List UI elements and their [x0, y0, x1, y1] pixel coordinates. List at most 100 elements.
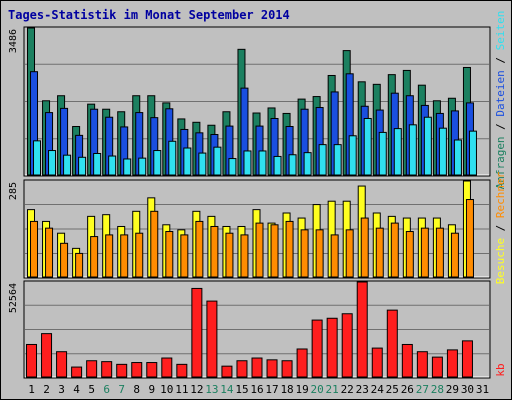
x-tick-label: 15 — [235, 383, 248, 396]
bar-visits-rechner-day-20 — [315, 229, 324, 278]
bar-visits-rechner-day-26 — [405, 231, 414, 278]
bar-kb-kb-day-30 — [461, 340, 473, 378]
bar-kb-kb-day-27 — [416, 351, 428, 378]
legend-hits: Anfragen / Dateien / Seiten — [494, 11, 507, 190]
bar-hits-seiten-day-10 — [168, 140, 177, 176]
bar-hits-seiten-day-14 — [228, 158, 237, 176]
x-tick-label: 14 — [220, 383, 234, 396]
bar-kb-kb-day-15 — [236, 360, 248, 378]
bar-hits-seiten-day-8 — [138, 157, 147, 176]
bar-kb-kb-day-17 — [266, 359, 278, 378]
bar-hits-seiten-day-9 — [153, 150, 162, 176]
bar-kb-kb-day-14 — [221, 365, 233, 378]
bar-kb-kb-day-7 — [116, 363, 128, 378]
bar-hits-seiten-day-13 — [213, 146, 222, 176]
bar-kb-kb-day-22 — [341, 313, 353, 378]
bar-kb-kb-day-1 — [26, 343, 38, 378]
bar-kb-kb-day-28 — [431, 356, 443, 378]
bar-visits-rechner-day-12 — [195, 220, 204, 278]
legend-visits: Besuche / Rechner — [494, 171, 507, 284]
bar-hits-seiten-day-25 — [393, 128, 402, 176]
x-tick-label: 11 — [175, 383, 188, 396]
bar-kb-kb-day-21 — [326, 317, 338, 378]
bar-hits-seiten-day-22 — [348, 135, 357, 176]
bar-visits-rechner-day-18 — [285, 220, 294, 278]
bar-hits-seiten-day-30 — [468, 130, 477, 176]
bar-kb-kb-day-6 — [101, 361, 113, 378]
x-tick-label: 3 — [58, 383, 65, 396]
x-tick-label: 16 — [250, 383, 263, 396]
bar-visits-rechner-day-21 — [330, 234, 339, 278]
panel-frame-visits — [23, 179, 491, 279]
x-tick-label: 18 — [280, 383, 293, 396]
bar-visits-rechner-day-7 — [120, 234, 129, 278]
bar-visits-rechner-day-19 — [300, 229, 309, 278]
x-tick-label: 27 — [416, 383, 429, 396]
x-tick-label: 28 — [431, 383, 444, 396]
bar-visits-rechner-day-22 — [345, 229, 354, 278]
x-tick-label: 19 — [295, 383, 308, 396]
bar-visits-rechner-day-15 — [240, 234, 249, 278]
legend-entry-rechner: Rechner — [494, 171, 507, 218]
x-tick-label: 17 — [265, 383, 278, 396]
bar-hits-seiten-day-29 — [453, 139, 462, 176]
bar-visits-rechner-day-23 — [360, 217, 369, 278]
bar-kb-kb-day-9 — [146, 362, 158, 378]
bar-kb-kb-day-19 — [296, 348, 308, 378]
max-label-visits: 285 — [8, 182, 19, 200]
panel-frame-hits — [23, 26, 491, 177]
bar-kb-kb-day-16 — [251, 357, 263, 378]
bar-hits-seiten-day-6 — [108, 155, 117, 176]
bar-visits-rechner-day-16 — [255, 222, 264, 278]
legend-separator: / — [494, 50, 507, 70]
bar-kb-kb-day-18 — [281, 360, 293, 378]
bar-visits-rechner-day-13 — [210, 225, 219, 278]
x-tick-label: 5 — [88, 383, 95, 396]
bar-visits-rechner-day-14 — [225, 232, 234, 278]
bar-visits-rechner-day-1 — [30, 220, 39, 278]
max-label-hits: 3486 — [8, 29, 19, 53]
x-tick-label: 4 — [73, 383, 80, 396]
panel-frame-kb — [23, 280, 491, 379]
bar-hits-seiten-day-5 — [93, 152, 102, 176]
bar-hits-seiten-day-4 — [78, 156, 87, 176]
bar-kb-kb-day-20 — [311, 319, 323, 378]
bar-hits-seiten-day-15 — [243, 150, 252, 176]
x-tick-label: 20 — [311, 383, 324, 396]
legend-separator: / — [494, 218, 507, 238]
bar-hits-seiten-day-11 — [183, 147, 192, 176]
bar-kb-kb-day-5 — [86, 360, 98, 378]
bar-hits-seiten-day-12 — [198, 152, 207, 176]
max-label-kb: 52564 — [8, 283, 19, 313]
bar-hits-seiten-day-21 — [333, 144, 342, 176]
bar-visits-rechner-day-11 — [180, 234, 189, 278]
bar-kb-kb-day-24 — [371, 347, 383, 378]
bar-visits-rechner-day-3 — [60, 242, 69, 278]
bar-hits-seiten-day-2 — [48, 150, 57, 176]
x-tick-label: 24 — [371, 383, 385, 396]
x-tick-label: 9 — [148, 383, 155, 396]
x-tick-label: 13 — [205, 383, 218, 396]
bar-hits-seiten-day-20 — [318, 144, 327, 176]
bar-hits-seiten-day-28 — [438, 127, 447, 176]
bar-hits-seiten-day-1 — [33, 140, 42, 176]
bar-hits-seiten-day-19 — [303, 152, 312, 176]
x-tick-label: 25 — [386, 383, 399, 396]
bar-kb-kb-day-12 — [191, 287, 203, 378]
legend-entry-besuche: Besuche — [494, 238, 507, 284]
x-tick-label: 10 — [160, 383, 173, 396]
x-tick-label: 22 — [341, 383, 354, 396]
x-tick-label: 2 — [43, 383, 50, 396]
bar-visits-rechner-day-6 — [105, 234, 114, 278]
bar-kb-kb-day-25 — [386, 309, 398, 378]
x-tick-label: 30 — [461, 383, 474, 396]
x-tick-label: 12 — [190, 383, 203, 396]
x-tick-label: 6 — [103, 383, 110, 396]
bar-hits-seiten-day-17 — [273, 155, 282, 176]
legend-entry-kb: kb — [494, 363, 507, 376]
bar-kb-kb-day-8 — [131, 362, 143, 378]
bar-kb-kb-day-10 — [161, 357, 173, 378]
